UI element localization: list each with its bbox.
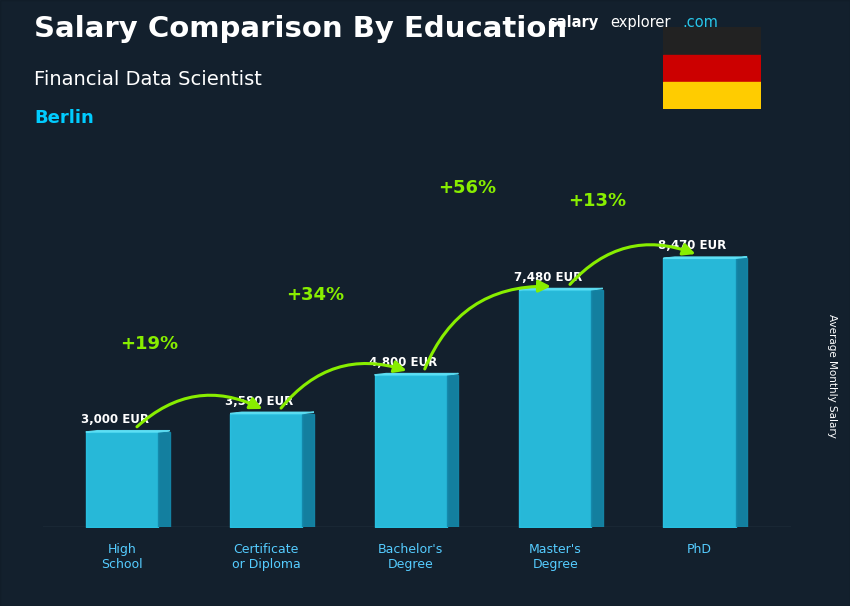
Text: +56%: +56%: [438, 179, 496, 197]
Text: 3,580 EUR: 3,580 EUR: [225, 395, 293, 408]
Bar: [663, 82, 761, 109]
Text: explorer: explorer: [610, 15, 671, 30]
Text: 4,800 EUR: 4,800 EUR: [370, 356, 438, 369]
Text: 7,480 EUR: 7,480 EUR: [513, 271, 582, 284]
Text: +34%: +34%: [286, 287, 344, 304]
Polygon shape: [447, 375, 458, 527]
Polygon shape: [664, 257, 747, 258]
Polygon shape: [592, 290, 603, 527]
Polygon shape: [303, 413, 314, 527]
Text: +19%: +19%: [121, 335, 178, 353]
Text: 8,470 EUR: 8,470 EUR: [658, 239, 727, 252]
Polygon shape: [519, 288, 603, 290]
Text: +13%: +13%: [568, 192, 626, 210]
Text: Average Monthly Salary: Average Monthly Salary: [827, 314, 837, 438]
Text: Salary Comparison By Education: Salary Comparison By Education: [34, 15, 567, 43]
Polygon shape: [86, 431, 169, 432]
Polygon shape: [375, 373, 458, 375]
Text: Berlin: Berlin: [34, 109, 94, 127]
Polygon shape: [158, 432, 169, 527]
Polygon shape: [735, 258, 747, 527]
Text: Financial Data Scientist: Financial Data Scientist: [34, 70, 262, 88]
Text: .com: .com: [683, 15, 718, 30]
Text: salary: salary: [548, 15, 598, 30]
Bar: [663, 27, 761, 55]
Polygon shape: [230, 412, 314, 413]
Bar: [663, 55, 761, 82]
Text: 3,000 EUR: 3,000 EUR: [81, 413, 149, 426]
